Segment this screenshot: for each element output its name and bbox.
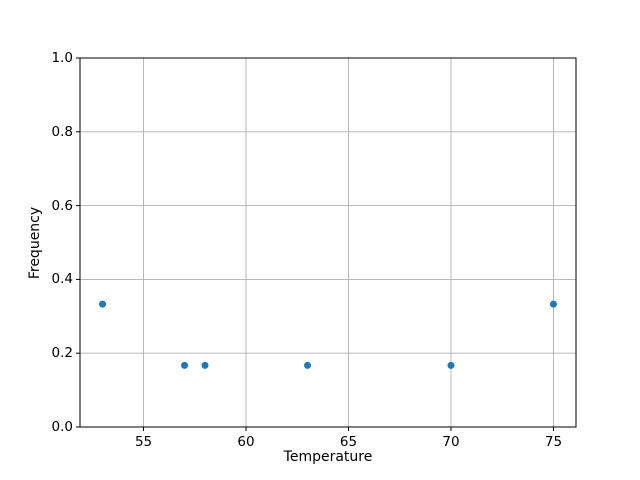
data-point	[549, 300, 557, 308]
data-point	[447, 361, 455, 369]
data-point	[201, 361, 209, 369]
plot-border	[79, 57, 577, 428]
y-tick-label: 0.2	[51, 345, 73, 362]
y-tick-label: 0.0	[51, 419, 73, 435]
x-tick-label: 65	[339, 434, 358, 450]
x-tick-label: 75	[544, 434, 563, 450]
y-tick-label: 0.6	[51, 197, 73, 214]
data-point	[181, 361, 189, 369]
x-tick-label: 55	[134, 434, 153, 450]
y-tick-label: 0.4	[51, 271, 73, 288]
y-tick-label: 1.0	[51, 50, 73, 66]
x-axis-label: Temperature	[283, 449, 373, 465]
x-tick-label: 70	[442, 434, 460, 450]
x-tick-label: 60	[237, 434, 255, 450]
data-point	[304, 361, 312, 369]
data-point	[99, 300, 107, 308]
y-axis-label: Frequency	[27, 206, 43, 279]
y-tick-label: 0.8	[51, 123, 73, 140]
